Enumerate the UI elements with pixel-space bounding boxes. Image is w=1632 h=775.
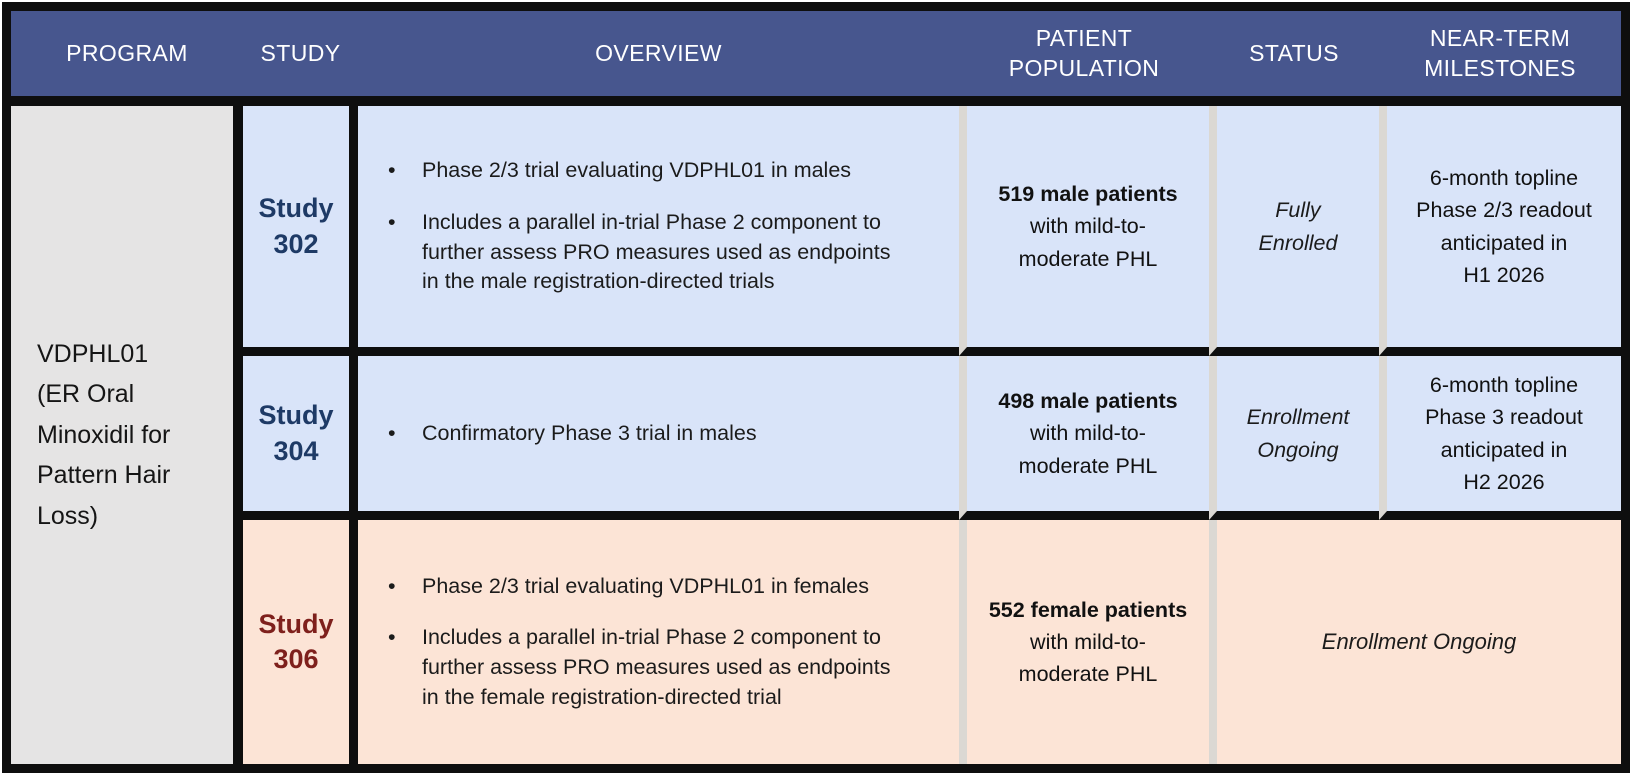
- col-header-patient-population: PATIENT POPULATION: [959, 11, 1209, 106]
- milestone-302-cell: 6-month topline Phase 2/3 readout antici…: [1379, 106, 1621, 356]
- population-304-cell: 498 male patients with mild-to-moderate …: [959, 356, 1209, 520]
- col-header-near-term-milestones: NEAR-TERM MILESTONES: [1379, 11, 1621, 106]
- bullet-text: Phase 2/3 trial evaluating VDPHL01 in fe…: [422, 573, 869, 598]
- bullet-item: • Includes a parallel in-trial Phase 2 c…: [380, 208, 899, 297]
- bullet-text: Confirmatory Phase 3 trial in males: [422, 420, 757, 445]
- milestone-304-cell: 6-month topline Phase 3 readout anticipa…: [1379, 356, 1621, 520]
- bullet-icon: •: [388, 420, 396, 445]
- bullet-item: • Includes a parallel in-trial Phase 2 c…: [380, 623, 899, 712]
- bullet-item: • Phase 2/3 trial evaluating VDPHL01 in …: [380, 156, 899, 186]
- col-header-status: STATUS: [1209, 11, 1379, 106]
- bullet-text: Phase 2/3 trial evaluating VDPHL01 in ma…: [422, 158, 852, 183]
- col-header-overview: OVERVIEW: [358, 11, 959, 106]
- bullet-icon: •: [388, 625, 396, 650]
- population-302-cell: 519 male patients with mild-to-moderate …: [959, 106, 1209, 356]
- bullet-icon: •: [388, 573, 396, 598]
- population-count: 519 male patients: [998, 182, 1178, 207]
- bullet-text: Includes a parallel in-trial Phase 2 com…: [422, 209, 891, 294]
- status-milestone-306-cell: Enrollment Ongoing: [1209, 520, 1621, 764]
- population-text: 519 male patients with mild-to-moderate …: [987, 178, 1189, 275]
- population-text: 552 female patients with mild-to-moderat…: [987, 594, 1189, 691]
- population-text: 498 male patients with mild-to-moderate …: [987, 385, 1189, 482]
- overview-306-cell: • Phase 2/3 trial evaluating VDPHL01 in …: [358, 520, 959, 764]
- bullet-icon: •: [388, 158, 396, 183]
- status-304-cell: Enrollment Ongoing: [1209, 356, 1379, 520]
- overview-304-cell: • Confirmatory Phase 3 trial in males: [358, 356, 959, 520]
- status-302-cell: Fully Enrolled: [1209, 106, 1379, 356]
- bullet-icon: •: [388, 209, 396, 234]
- bullet-item: • Confirmatory Phase 3 trial in males: [380, 419, 899, 449]
- col-header-program: PROGRAM: [11, 11, 243, 106]
- study-306-cell: Study 306: [243, 520, 358, 764]
- population-detail: with mild-to-moderate PHL: [1018, 214, 1158, 271]
- population-count: 498 male patients: [998, 389, 1178, 414]
- population-detail: with mild-to-moderate PHL: [1018, 421, 1158, 478]
- study-302-cell: Study 302: [243, 106, 358, 356]
- col-header-study: STUDY: [243, 11, 358, 106]
- population-306-cell: 552 female patients with mild-to-moderat…: [959, 520, 1209, 764]
- population-count: 552 female patients: [988, 597, 1188, 622]
- bullet-text: Includes a parallel in-trial Phase 2 com…: [422, 625, 891, 709]
- bullet-item: • Phase 2/3 trial evaluating VDPHL01 in …: [380, 572, 899, 602]
- overview-302-cell: • Phase 2/3 trial evaluating VDPHL01 in …: [358, 106, 959, 356]
- study-304-cell: Study 304: [243, 356, 358, 520]
- population-detail: with mild-to-moderate PHL: [1018, 629, 1158, 687]
- program-cell: VDPHL01 (ER Oral Minoxidil for Pattern H…: [11, 106, 243, 764]
